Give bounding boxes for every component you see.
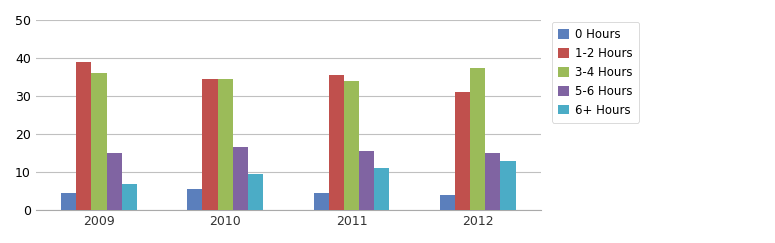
Bar	[61, 193, 76, 210]
Legend: 0 Hours, 1-2 Hours, 3-4 Hours, 5-6 Hours, 6+ Hours: 0 Hours, 1-2 Hours, 3-4 Hours, 5-6 Hours…	[552, 22, 639, 122]
Bar	[455, 92, 470, 210]
Bar	[329, 75, 344, 210]
Bar	[470, 68, 485, 210]
Bar	[359, 151, 374, 210]
Bar	[440, 195, 455, 210]
Bar	[91, 73, 106, 210]
Bar	[188, 189, 202, 210]
Bar	[122, 183, 137, 210]
Bar	[232, 148, 248, 210]
Bar	[248, 174, 263, 210]
Bar	[485, 153, 501, 210]
Bar	[314, 193, 329, 210]
Bar	[218, 79, 232, 210]
Bar	[374, 168, 389, 210]
Bar	[202, 79, 218, 210]
Bar	[344, 81, 359, 210]
Bar	[76, 62, 91, 210]
Bar	[501, 161, 515, 210]
Bar	[106, 153, 122, 210]
